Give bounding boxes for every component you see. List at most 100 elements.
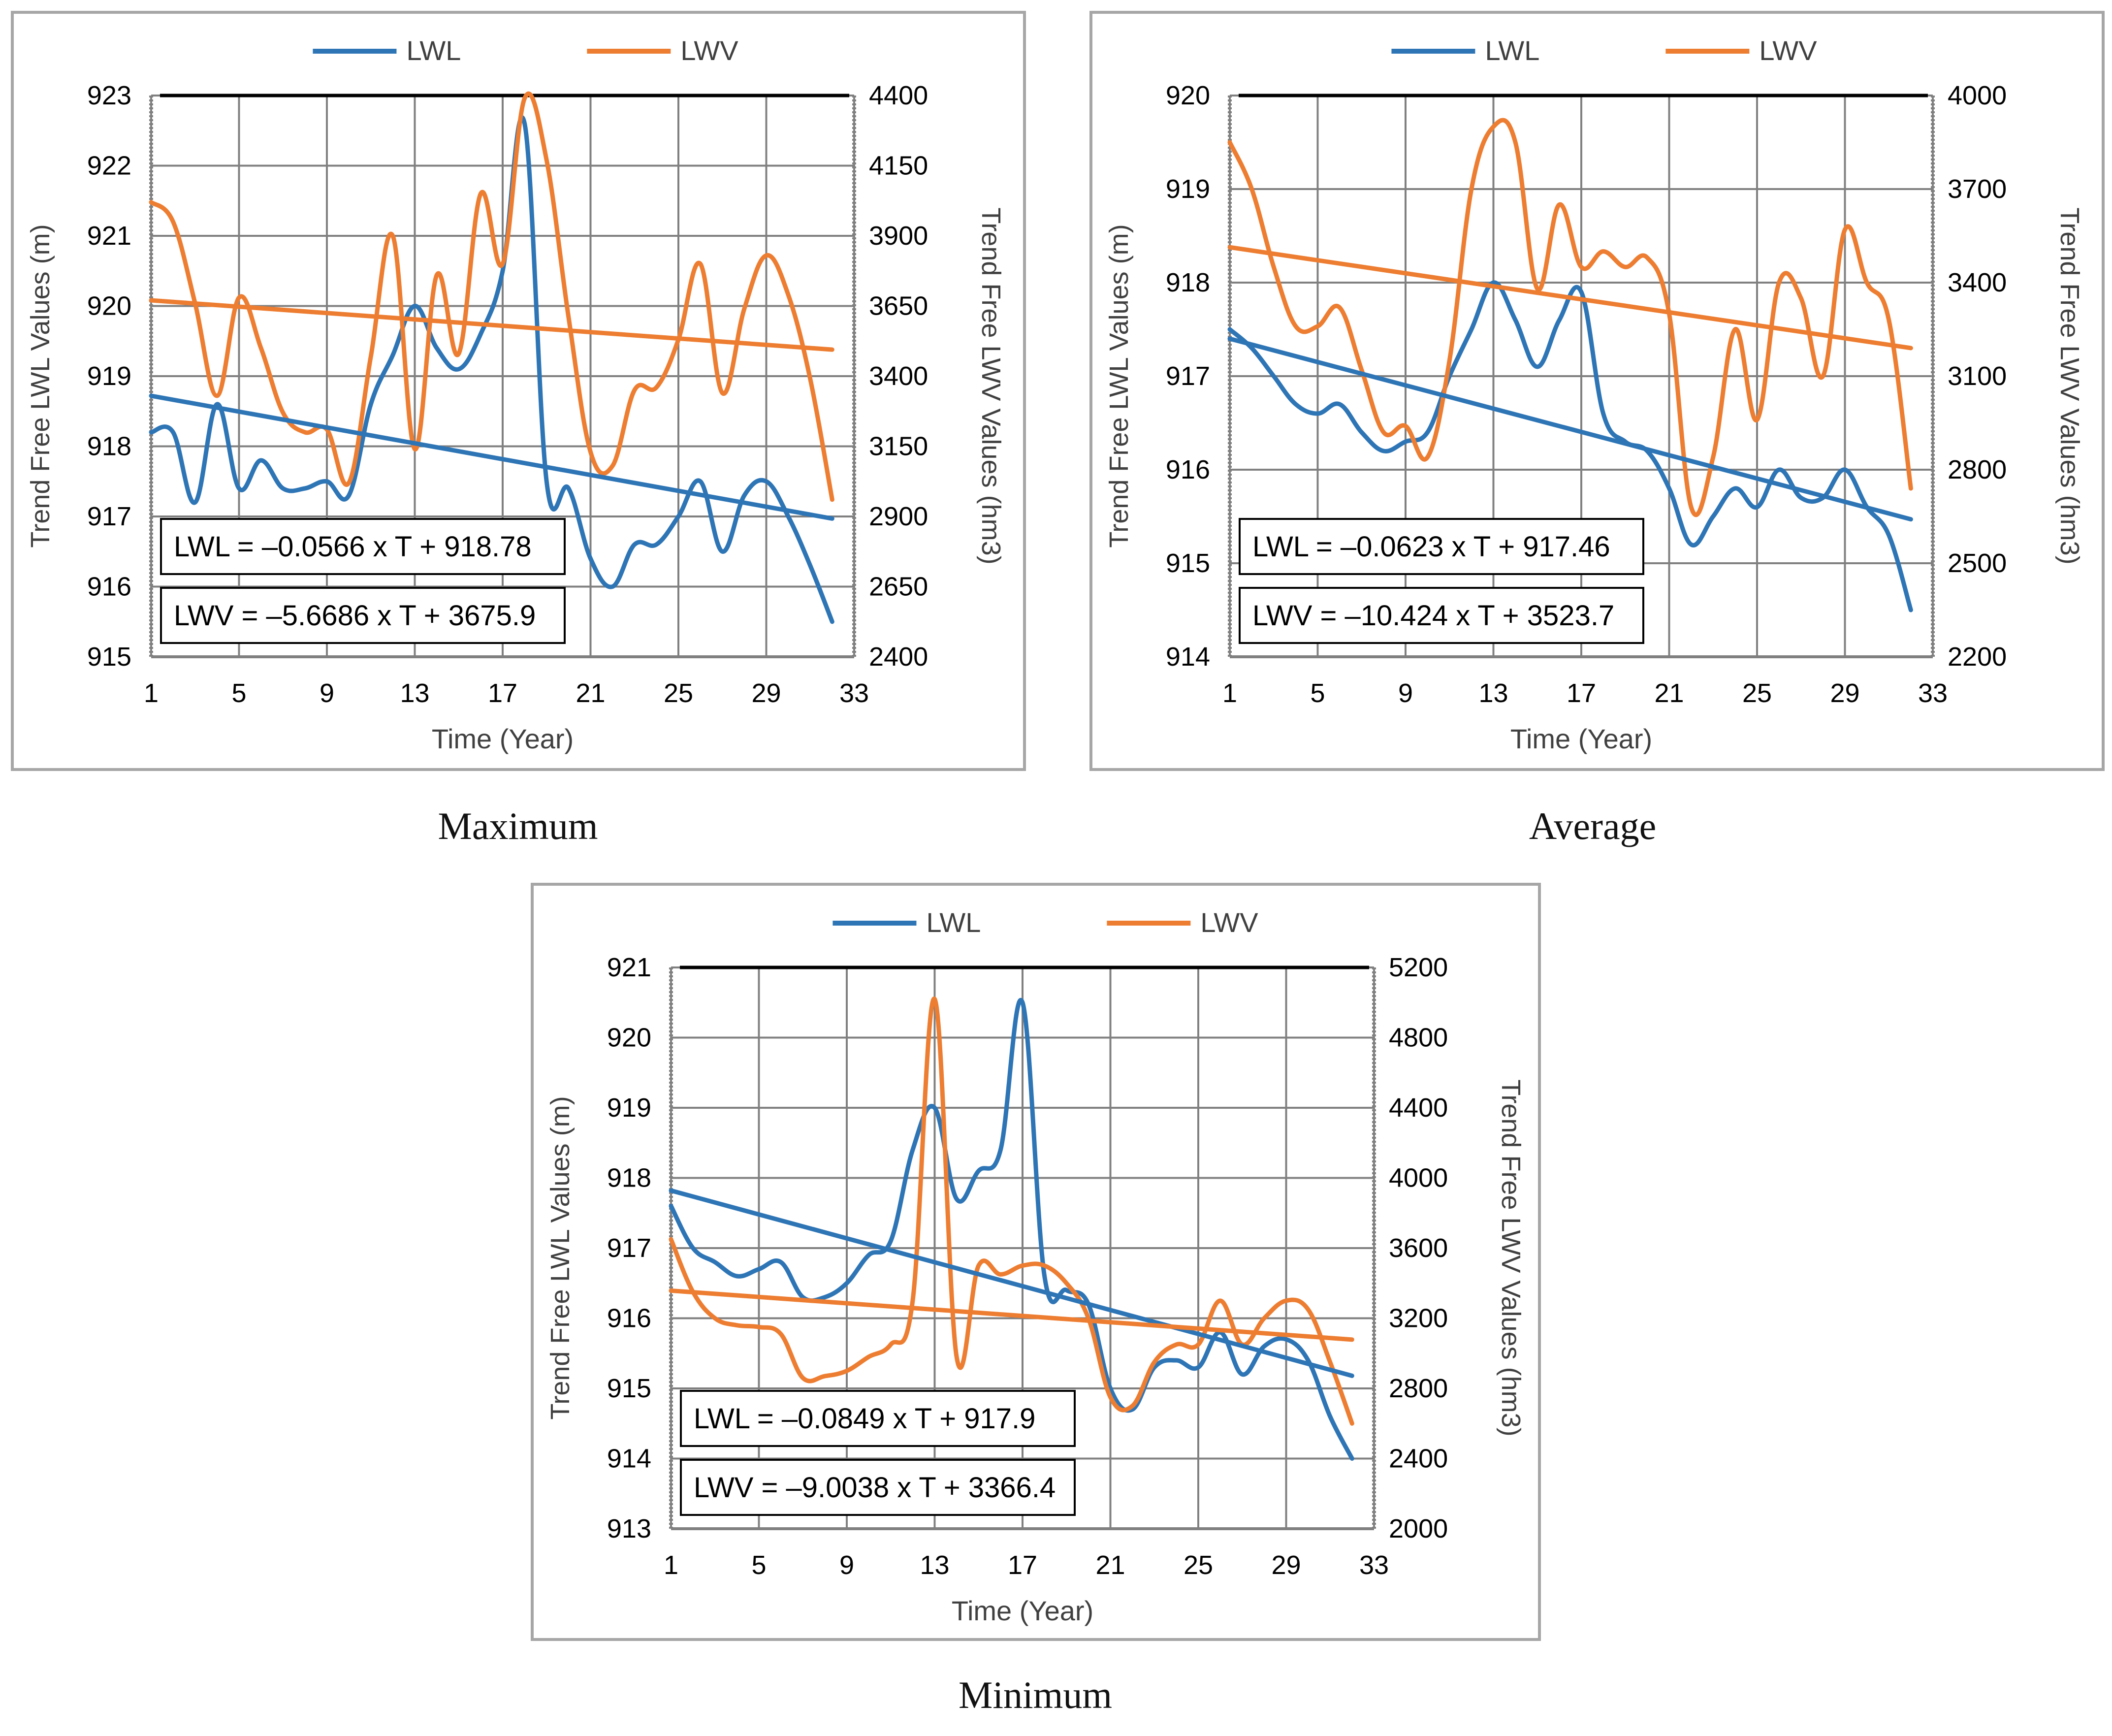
chart-minimum: 9139149159169179189199209212000240028003…: [531, 883, 1541, 1641]
x-tick-label: 17: [488, 678, 517, 708]
y-tick-label: 922: [87, 151, 131, 181]
y2-tick-label: 4400: [869, 81, 928, 110]
caption-maximum: Maximum: [438, 804, 598, 847]
x-tick-label: 1: [1222, 678, 1237, 708]
x-tick-label: 33: [1359, 1550, 1389, 1580]
equation-box: [160, 587, 566, 644]
legend: LWL LWV: [313, 35, 738, 66]
y2-axis-title: Trend Free LWV Values (hm3): [1496, 1079, 1526, 1436]
y2-tick-label: 3600: [1389, 1233, 1448, 1263]
chart-panel-minimum: 913 914 915 916 917 918 919 920 921 2000 2400 2800 3…: [531, 883, 1541, 1641]
y-tick-label: 915: [87, 642, 131, 672]
x-tick-label: 5: [751, 1550, 766, 1580]
y2-tick-label: 3400: [869, 361, 928, 391]
y2-tick-label: 2200: [1948, 642, 2007, 672]
equation-box: [160, 518, 566, 575]
y-tick-label: 919: [607, 1093, 651, 1123]
y2-tick-label: 3200: [1389, 1304, 1448, 1333]
y2-tick-label: 4400: [1389, 1093, 1448, 1123]
x-tick-label: 13: [400, 678, 429, 708]
y2-tick-label: 4800: [1389, 1023, 1448, 1053]
lwv-series-line: [1227, 118, 1913, 517]
y2-tick-label: 2500: [1948, 548, 2007, 578]
legend-label-lwv: LWV: [680, 35, 738, 66]
equation-text: LWL = –0.0566 x T + 918.78: [174, 531, 532, 563]
y2-tick-label: 2000: [1389, 1514, 1448, 1543]
y2-tick-label: 3650: [869, 291, 928, 321]
y-axis-title: Trend Free LWL Values (m): [1104, 224, 1134, 547]
equation-text: LWL = –0.0623 x T + 917.46: [1252, 531, 1610, 563]
y-tick-label: 915: [1166, 548, 1210, 578]
equation-box: [680, 1459, 1076, 1516]
y-tick-label: 921: [607, 953, 651, 982]
legend-label-lwv: LWV: [1200, 907, 1258, 938]
y-tick-label: 920: [1166, 81, 1210, 110]
y2-tick-label: 4000: [1948, 81, 2007, 110]
x-tick-label: 29: [1271, 1550, 1301, 1580]
y2-tick-label: 3900: [869, 221, 928, 251]
y-tick-label: 920: [87, 291, 131, 321]
y-tick-label: 918: [1166, 268, 1210, 297]
legend-label-lwv: LWV: [1759, 35, 1817, 66]
x-axis-title: Time (Year): [1510, 723, 1652, 754]
y2-tick-label: 3400: [1948, 268, 2007, 297]
x-tick-label: 9: [839, 1550, 854, 1580]
x-tick-label: 9: [1398, 678, 1413, 708]
equation-text: LWL = –0.0849 x T + 917.9: [694, 1403, 1035, 1435]
chart-panel-maximum: 915 916 917 918 919 920 921 922 923 2400 2650 2900 3…: [11, 11, 1026, 771]
y-tick-label: 919: [87, 361, 131, 391]
y2-tick-label: 2800: [1389, 1374, 1448, 1403]
lwl-series-line: [1227, 280, 1913, 612]
y-tick-label: 915: [607, 1374, 651, 1403]
x-tick-label: 25: [664, 678, 693, 708]
chart-panel-average: 914 915 916 917 918 919 920 2200 2500 2800 3100 340…: [1089, 11, 2105, 771]
x-tick-label: 33: [839, 678, 869, 708]
lwv-trend-line: [149, 298, 834, 352]
x-tick-label: 25: [1184, 1550, 1213, 1580]
y2-tick-label: 2400: [1389, 1444, 1448, 1474]
lwl-trend-line: [669, 1188, 1354, 1378]
y2-tick-label: 2900: [869, 502, 928, 531]
caption-minimum: Minimum: [958, 1673, 1113, 1716]
y-tick-label: 917: [607, 1233, 651, 1263]
x-tick-label: 29: [1830, 678, 1859, 708]
equation-text: LWV = –9.0038 x T + 3366.4: [694, 1472, 1056, 1504]
y-tick-label: 916: [1166, 455, 1210, 484]
y-tick-label: 914: [607, 1444, 651, 1474]
y-tick-label: 917: [87, 502, 131, 531]
x-tick-label: 25: [1742, 678, 1772, 708]
chart-average: 9149159169179189199202200250028003100340…: [1089, 11, 2105, 771]
y-tick-label: 914: [1166, 642, 1210, 672]
x-tick-label: 9: [320, 678, 334, 708]
equation-box: [680, 1390, 1076, 1447]
y2-tick-label: 3700: [1948, 174, 2007, 204]
legend: LWL LWV: [1391, 35, 1817, 66]
legend-label-lwl: LWL: [406, 35, 461, 66]
y2-tick-label: 5200: [1389, 953, 1448, 982]
y-tick-label: 919: [1166, 174, 1210, 204]
y2-tick-label: 4150: [869, 151, 928, 181]
y2-tick-label: 2400: [869, 642, 928, 672]
x-tick-label: 5: [231, 678, 246, 708]
equation-text: LWV = –5.6686 x T + 3675.9: [174, 600, 536, 632]
y2-axis-title: Trend Free LWV Values (hm3): [2055, 207, 2084, 564]
y-tick-label: 916: [607, 1304, 651, 1333]
equation-text: LWV = –10.424 x T + 3523.7: [1252, 600, 1614, 632]
x-tick-label: 33: [1918, 678, 1948, 708]
y2-tick-label: 3100: [1948, 361, 2007, 391]
lwv-trend-line: [1227, 245, 1913, 351]
lwv-series-line: [669, 997, 1354, 1426]
x-tick-label: 5: [1310, 678, 1325, 708]
x-axis-title: Time (Year): [952, 1595, 1093, 1626]
y-tick-label: 916: [87, 572, 131, 602]
equation-box: [1239, 518, 1644, 575]
y-tick-label: 918: [87, 432, 131, 461]
y-tick-label: 913: [607, 1514, 651, 1543]
x-tick-label: 21: [576, 678, 605, 708]
chart-maximum: 9159169179189199209219229232400265029003…: [11, 11, 1026, 771]
x-tick-label: 17: [1567, 678, 1596, 708]
legend-label-lwl: LWL: [926, 907, 981, 938]
x-tick-label: 29: [751, 678, 781, 708]
x-tick-label: 1: [144, 678, 159, 708]
legend-label-lwl: LWL: [1485, 35, 1539, 66]
